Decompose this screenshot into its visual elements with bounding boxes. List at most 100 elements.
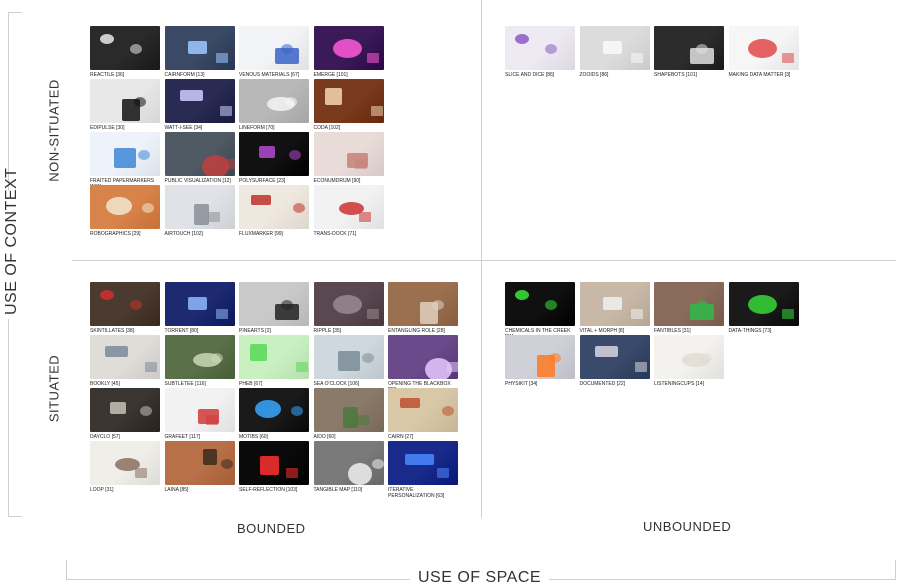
project-thumbnail — [90, 79, 160, 123]
project-caption: LOOP [31] — [90, 487, 114, 493]
project-tile: POLYSURFACE [23] — [239, 132, 311, 184]
project-tile: AIRTOUCH [102] — [164, 185, 237, 237]
project-caption: VENOUS MATERIALS [67] — [239, 72, 300, 78]
project-tile: MOTIBS [60] — [239, 388, 311, 440]
project-thumbnail — [654, 282, 724, 326]
project-caption: MAKING DATA MATTER [3] — [728, 72, 791, 78]
project-tile: LAINA [85] — [164, 441, 237, 493]
project-tile: RIPPLE [35] — [313, 282, 386, 334]
project-tile: WATT-I-SEE [34] — [164, 79, 237, 131]
project-caption: BOOKLY [45] — [90, 381, 120, 387]
y-axis-title: USE OF CONTEXT — [3, 168, 21, 319]
y-axis-bracket-bottom — [8, 516, 22, 517]
col-label-bounded: BOUNDED — [237, 521, 306, 536]
project-tile: VITAL + MORPH [8] — [579, 282, 652, 334]
project-caption: POLYSURFACE [23] — [239, 178, 286, 184]
project-thumbnail — [90, 335, 160, 379]
project-thumbnail — [728, 26, 799, 70]
project-tile: ENTANGLING ROLE [28] — [388, 282, 460, 334]
project-tile: SKINTILLATES [38] — [90, 282, 162, 334]
project-tile: LOOP [31] — [90, 441, 162, 493]
project-tile: DAYCLO [57] — [90, 388, 162, 440]
project-tile: ITERATIVE PERSONALIZATION [63] — [388, 441, 460, 499]
project-thumbnail — [239, 388, 309, 432]
project-tile: SLICE AND DICE [86] — [505, 26, 577, 78]
project-thumbnail — [313, 132, 384, 176]
project-caption: ROBOGRAPHICS [29] — [90, 231, 141, 237]
project-tile: TANGIBLE MAP [110] — [313, 441, 386, 493]
project-thumbnail — [313, 441, 384, 485]
project-tile: SELF-REFLECTION [103] — [239, 441, 311, 493]
project-caption: CODA [102] — [313, 125, 341, 131]
project-caption: SUBTLETEE [116] — [164, 381, 206, 387]
project-caption: PHYSIKIT [34] — [505, 381, 538, 387]
project-tile: TRANS-DOCK [71] — [313, 185, 386, 237]
project-thumbnail — [313, 79, 384, 123]
project-thumbnail — [313, 26, 384, 70]
project-caption: ENTANGLING ROLE [28] — [388, 328, 445, 334]
project-caption: GRAFEET [117] — [164, 434, 201, 440]
project-caption: WATT-I-SEE [34] — [164, 125, 203, 131]
row-label-non-situated: NON-SITUATED — [46, 79, 62, 182]
project-caption: EMERGE [101] — [313, 72, 348, 78]
project-thumbnail — [164, 185, 235, 229]
project-caption: EDIPULSE [30] — [90, 125, 125, 131]
x-axis-bracket-right — [895, 560, 896, 580]
project-thumbnail — [164, 441, 235, 485]
project-thumbnail — [313, 388, 384, 432]
project-tile: BOOKLY [45] — [90, 335, 162, 387]
project-thumbnail — [90, 441, 160, 485]
project-caption: MOTIBS [60] — [239, 434, 268, 440]
project-caption: AIDO [60] — [313, 434, 336, 440]
project-thumbnail — [90, 132, 160, 176]
project-tile: ECONUMDRUM [90] — [313, 132, 386, 184]
project-thumbnail — [505, 282, 575, 326]
project-thumbnail — [164, 26, 235, 70]
project-tile: LINEFORM [70] — [239, 79, 311, 131]
x-axis-title: USE OF SPACE — [410, 569, 550, 587]
project-caption: AIRTOUCH [102] — [164, 231, 203, 237]
project-thumbnail — [164, 388, 235, 432]
project-thumbnail — [654, 335, 724, 379]
project-tile: PINEARTS [2] — [239, 282, 311, 334]
project-caption: FLUXMARKER [99] — [239, 231, 283, 237]
project-caption: TANGIBLE MAP [110] — [313, 487, 363, 493]
project-tile: GRAFEET [117] — [164, 388, 237, 440]
project-caption: LAINA [85] — [164, 487, 189, 493]
project-tile: SHAPEBOTS [101] — [654, 26, 726, 78]
project-tile: FANTIBLES [31] — [654, 282, 726, 334]
project-tile: SEA O'CLOCK [106] — [313, 335, 386, 387]
project-thumbnail — [388, 441, 458, 485]
project-caption: LINEFORM [70] — [239, 125, 275, 131]
project-caption: LISTENINGCUPS [14] — [654, 381, 705, 387]
project-thumbnail — [90, 282, 160, 326]
project-tile: LISTENINGCUPS [14] — [654, 335, 726, 387]
project-tile: ROBOGRAPHICS [29] — [90, 185, 162, 237]
project-thumbnail — [239, 185, 309, 229]
project-tile: FLUXMARKER [99] — [239, 185, 311, 237]
project-thumbnail — [388, 388, 458, 432]
project-tile: ZOOIDS [86] — [579, 26, 652, 78]
project-thumbnail — [728, 282, 799, 326]
project-thumbnail — [239, 79, 309, 123]
project-caption: ECONUMDRUM [90] — [313, 178, 361, 184]
project-tile: DATA-THINGS [73] — [728, 282, 801, 334]
project-thumbnail — [164, 132, 235, 176]
project-caption: ZOOIDS [86] — [579, 72, 609, 78]
project-thumbnail — [239, 335, 309, 379]
project-thumbnail — [164, 79, 235, 123]
project-thumbnail — [239, 132, 309, 176]
project-thumbnail — [164, 282, 235, 326]
project-tile: FRAITED PAPERMARKERS [121] — [90, 132, 162, 190]
project-thumbnail — [239, 282, 309, 326]
project-thumbnail — [90, 185, 160, 229]
project-tile: REACTILE [36] — [90, 26, 162, 78]
project-caption: PINEARTS [2] — [239, 328, 271, 334]
project-tile: OPENING THE BLACKBOX [28] — [388, 335, 460, 393]
project-caption: RIPPLE [35] — [313, 328, 342, 334]
project-caption: SLICE AND DICE [86] — [505, 72, 555, 78]
project-thumbnail — [505, 335, 575, 379]
project-caption: SEA O'CLOCK [106] — [313, 381, 360, 387]
project-caption: REACTILE [36] — [90, 72, 125, 78]
project-thumbnail — [313, 335, 384, 379]
